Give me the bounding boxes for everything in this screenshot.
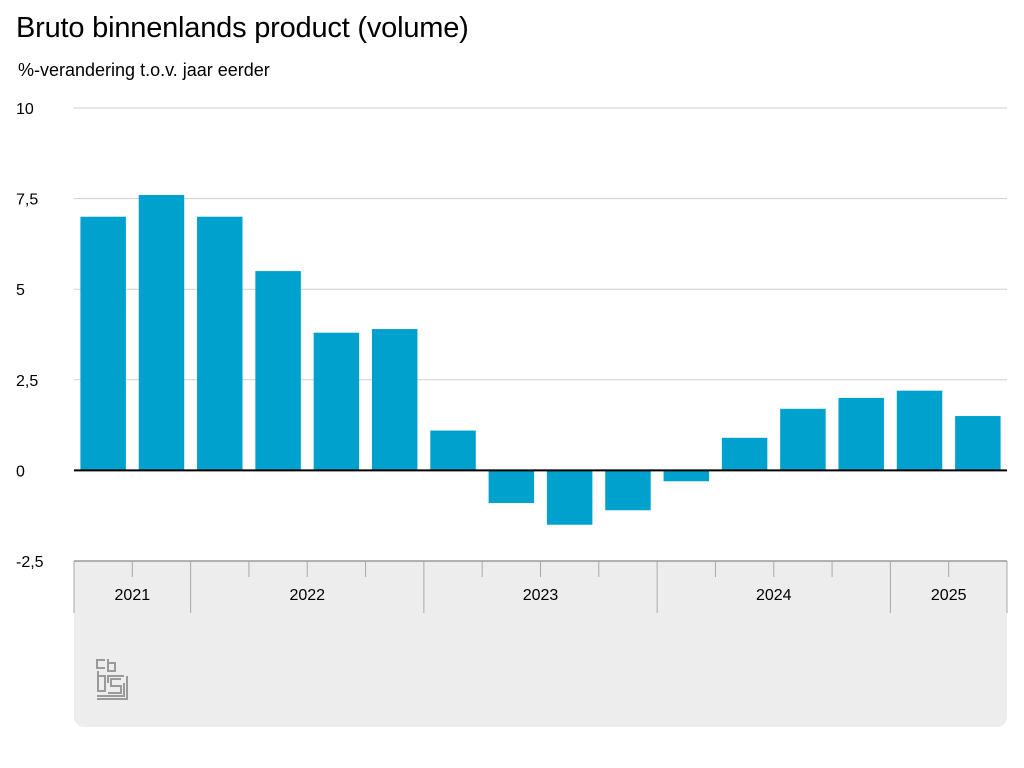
bar (371, 329, 418, 471)
bar (721, 437, 768, 471)
x-axis-periods: 2021 2022 2023 2024 2025 (73, 561, 1008, 613)
bar (138, 194, 185, 471)
x-period-label: 2021 (115, 587, 151, 604)
y-tick-label: 5 (16, 282, 25, 299)
bars (80, 194, 1001, 525)
chart-title: Bruto binnenlands product (volume) (16, 12, 469, 44)
x-period-label: 2023 (523, 587, 559, 604)
bar (663, 470, 710, 482)
y-tick-label: 7,5 (16, 192, 38, 209)
bar (896, 390, 943, 471)
bar (838, 397, 884, 471)
bar (430, 430, 476, 471)
y-tick-label: 10 (16, 101, 34, 118)
x-period-label: 2025 (931, 587, 967, 604)
cbs-logo-icon (96, 659, 128, 700)
y-tick-label: 0 (16, 463, 25, 480)
bar (955, 416, 1001, 471)
x-period-label: 2024 (756, 587, 792, 604)
bar (605, 470, 651, 511)
footer-panel (74, 561, 1007, 727)
bar (197, 216, 243, 471)
chart-subtitle: %-verandering t.o.v. jaar eerder (18, 60, 270, 80)
bar (546, 470, 593, 525)
bar (780, 408, 826, 471)
x-axis (74, 469, 1007, 562)
y-tick-label: 2,5 (16, 373, 38, 390)
bar (255, 271, 301, 471)
bar (488, 470, 535, 504)
x-period-label: 2022 (289, 587, 325, 604)
y-axis-ticks: 10 7,5 5 2,5 0 -2,5 (16, 101, 44, 571)
y-tick-label: -2,5 (16, 554, 44, 571)
bar (313, 332, 360, 471)
bar (80, 216, 126, 471)
